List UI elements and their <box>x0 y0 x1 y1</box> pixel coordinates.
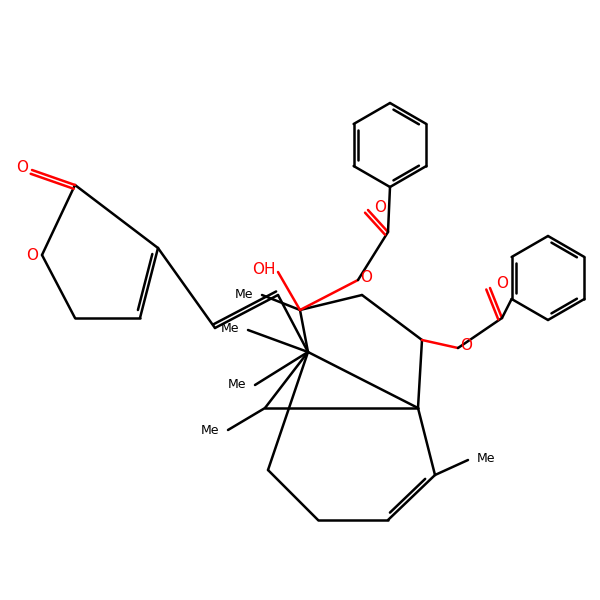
Text: Me: Me <box>477 451 495 464</box>
Text: O: O <box>26 247 38 263</box>
Text: OH: OH <box>252 263 276 277</box>
Text: O: O <box>374 200 386 215</box>
Text: Me: Me <box>221 322 239 335</box>
Text: Me: Me <box>201 424 219 437</box>
Text: Me: Me <box>235 289 253 301</box>
Text: O: O <box>496 277 508 292</box>
Text: O: O <box>16 160 28 175</box>
Text: Me: Me <box>228 379 246 391</box>
Text: O: O <box>460 338 472 353</box>
Text: O: O <box>360 271 372 286</box>
